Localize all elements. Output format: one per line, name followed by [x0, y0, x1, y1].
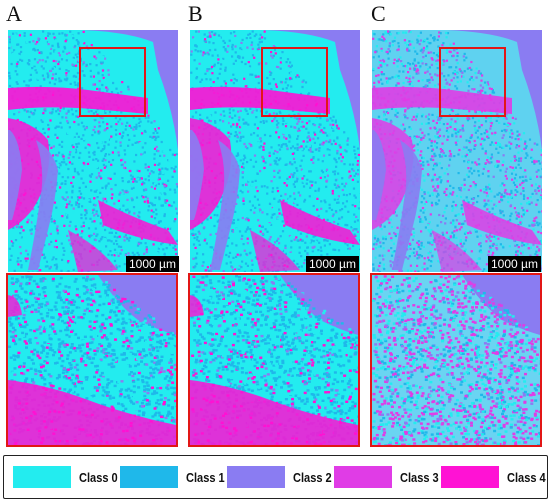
legend-item-class-2: Class 2	[227, 465, 339, 489]
scalebar-a: 1000 µm	[126, 256, 179, 272]
zoom-image-c	[370, 273, 542, 447]
panel-letter-c: C	[371, 1, 386, 26]
legend-item-class-1: Class 1	[120, 465, 232, 489]
overview-image-c	[372, 30, 542, 272]
legend-swatch	[441, 466, 499, 488]
scalebar-b: 1000 µm	[306, 256, 359, 272]
overview-image-b	[190, 30, 360, 272]
legend-label: Class 3	[400, 469, 439, 485]
legend-swatch	[334, 466, 392, 488]
overview-image-a	[8, 30, 178, 272]
legend-label: Class 1	[186, 469, 225, 485]
zoom-image-b	[188, 273, 360, 447]
panel-letter-a: A	[6, 1, 22, 26]
legend-swatch	[13, 466, 71, 488]
legend-item-class-3: Class 3	[334, 465, 446, 489]
legend-item-class-4: Class 4	[441, 465, 550, 489]
legend-label: Class 2	[293, 469, 332, 485]
scalebar-c: 1000 µm	[488, 256, 541, 272]
legend-label: Class 4	[507, 469, 546, 485]
legend: Class 0 Class 1 Class 2 Class 3 Class 4	[3, 455, 548, 499]
legend-swatch	[227, 466, 285, 488]
legend-item-class-0: Class 0	[13, 465, 125, 489]
legend-label: Class 0	[79, 469, 118, 485]
zoom-image-a	[6, 273, 178, 447]
legend-swatch	[120, 466, 178, 488]
panel-letter-b: B	[188, 1, 203, 26]
